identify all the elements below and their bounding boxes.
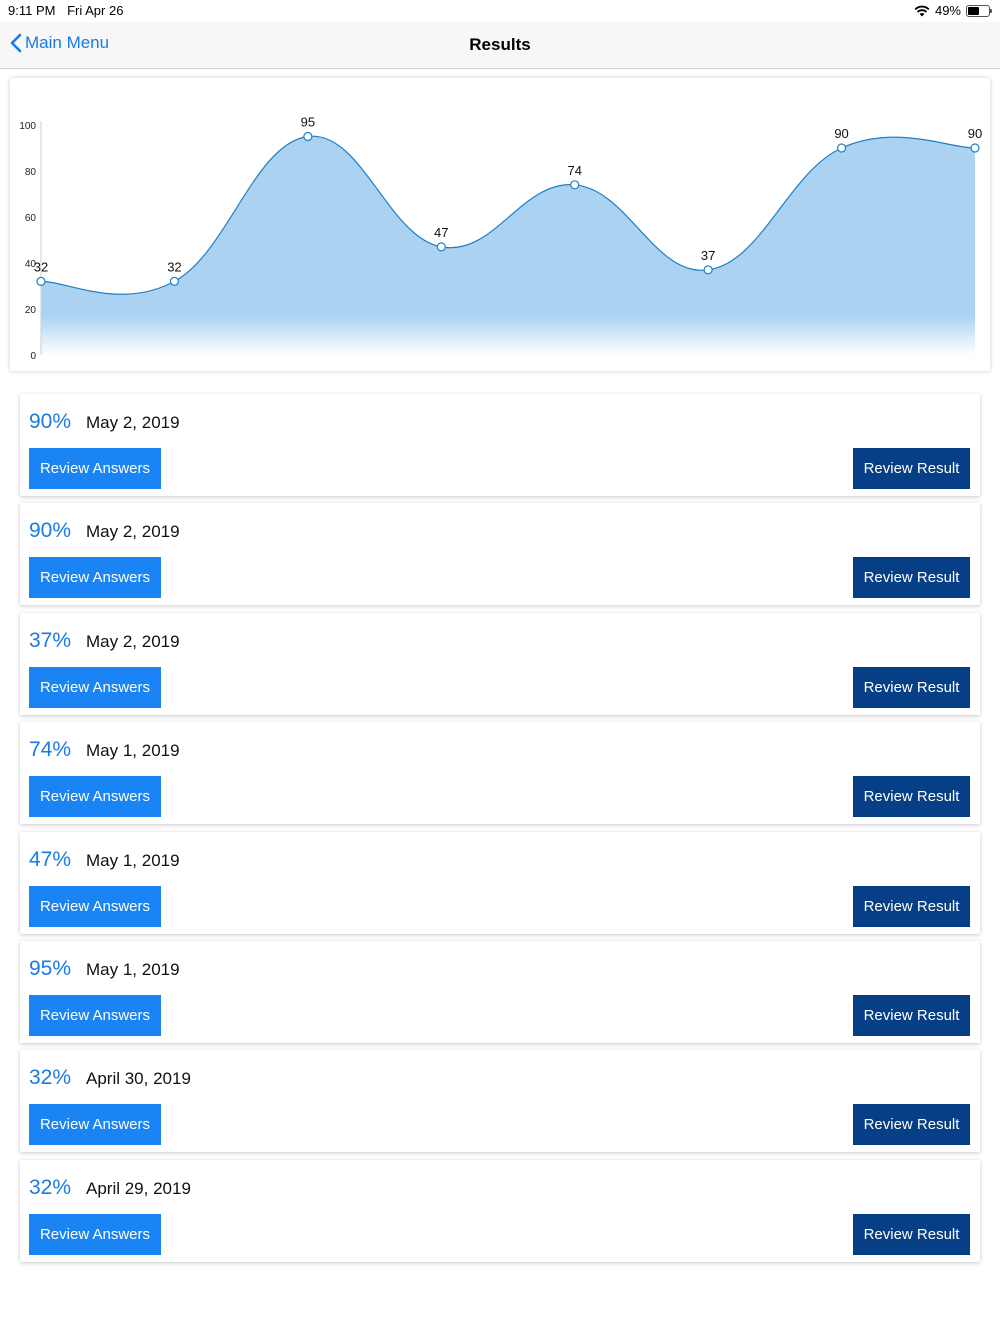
chart-area-fill bbox=[41, 136, 975, 355]
result-card: 47% May 1, 2019 Review Answers Review Resul… bbox=[20, 831, 980, 934]
data-label: 74 bbox=[567, 163, 581, 178]
back-button-label: Main Menu bbox=[25, 33, 110, 52]
result-score: 74% bbox=[29, 738, 72, 762]
result-card: 37% May 2, 2019 Review Answers Review Resul… bbox=[20, 612, 980, 715]
result-date: May 1, 2019 bbox=[86, 850, 180, 870]
data-label: 47 bbox=[434, 225, 448, 240]
result-score: 37% bbox=[29, 628, 72, 652]
wifi-icon bbox=[914, 5, 930, 16]
battery-icon bbox=[966, 4, 992, 17]
y-tick-label: 100 bbox=[19, 121, 36, 132]
status-right: 49% bbox=[914, 3, 992, 18]
review-answers-button[interactable]: Review Answers bbox=[29, 448, 161, 489]
result-score: 90% bbox=[29, 519, 72, 543]
result-card: 32% April 29, 2019 Review Answers Review Re… bbox=[20, 1159, 980, 1262]
data-point bbox=[703, 265, 713, 275]
back-button[interactable]: Main Menu bbox=[10, 33, 109, 53]
review-result-button[interactable]: Review Result bbox=[853, 666, 970, 708]
result-score: 95% bbox=[29, 957, 72, 980]
data-label: 95 bbox=[301, 115, 315, 130]
score-chart: 0 20 40 60 80 100 32 32 95 47 74 37 90 90 bbox=[10, 78, 990, 371]
review-result-button[interactable]: Review Result bbox=[853, 557, 970, 599]
review-result-button[interactable]: Review Result bbox=[853, 885, 970, 927]
result-date: May 1, 2019 bbox=[86, 741, 180, 761]
review-result-button[interactable]: Review Result bbox=[853, 995, 970, 1036]
data-point bbox=[36, 276, 46, 286]
review-result-button[interactable]: Review Result bbox=[853, 776, 970, 818]
navigation-bar: Main Menu Results bbox=[0, 22, 1000, 69]
review-result-button[interactable]: Review Result bbox=[853, 448, 970, 489]
battery-level bbox=[968, 6, 979, 15]
status-left: 9:11 PM Fri Apr 26 bbox=[8, 3, 131, 18]
result-date: May 2, 2019 bbox=[86, 631, 180, 651]
data-label: 90 bbox=[968, 126, 982, 141]
data-label: 32 bbox=[34, 259, 48, 274]
y-tick-label: 20 bbox=[25, 305, 37, 316]
chart-series-line bbox=[40, 135, 976, 295]
review-answers-button[interactable]: Review Answers bbox=[29, 666, 161, 708]
result-card: 95% May 1, 2019 Review Answers Review Resul… bbox=[20, 941, 980, 1043]
status-time: 9:11 PM bbox=[8, 3, 56, 18]
page-title: Results bbox=[469, 35, 531, 54]
data-point bbox=[836, 143, 847, 153]
battery-percent: 49% bbox=[934, 3, 961, 18]
result-card: 90% May 2, 2019 Review Answers Review Resul… bbox=[20, 503, 980, 606]
data-label: 90 bbox=[834, 126, 848, 141]
result-score: 47% bbox=[29, 847, 72, 871]
data-point bbox=[303, 131, 313, 142]
review-result-button[interactable]: Review Result bbox=[853, 1213, 970, 1255]
data-point bbox=[570, 180, 580, 190]
y-tick-label: 0 bbox=[30, 351, 36, 362]
y-tick-label: 80 bbox=[25, 167, 37, 178]
result-date: April 29, 2019 bbox=[86, 1178, 191, 1198]
chevron-left-icon bbox=[10, 33, 22, 53]
result-score: 90% bbox=[29, 410, 72, 433]
data-point bbox=[436, 242, 446, 252]
status-bar: 9:11 PM Fri Apr 26 49% bbox=[0, 0, 1000, 22]
score-chart-svg: 0 20 40 60 80 100 32 32 95 47 74 37 90 90 bbox=[19, 115, 982, 363]
y-tick-label: 40 bbox=[25, 259, 37, 270]
status-date: Fri Apr 26 bbox=[67, 3, 124, 18]
review-answers-button[interactable]: Review Answers bbox=[29, 885, 161, 927]
data-point bbox=[169, 276, 180, 286]
review-answers-button[interactable]: Review Answers bbox=[29, 557, 161, 599]
data-point bbox=[970, 143, 980, 153]
data-label: 37 bbox=[701, 248, 715, 263]
y-tick-label: 60 bbox=[25, 213, 37, 224]
result-date: May 1, 2019 bbox=[86, 960, 180, 979]
result-date: April 30, 2019 bbox=[86, 1069, 191, 1089]
result-date: May 2, 2019 bbox=[86, 522, 180, 542]
result-date: May 2, 2019 bbox=[86, 413, 180, 432]
review-answers-button[interactable]: Review Answers bbox=[29, 776, 161, 818]
result-score: 32% bbox=[29, 1175, 72, 1199]
result-card: 74% May 1, 2019 Review Answers Review Resul… bbox=[20, 722, 980, 825]
result-card: 32% April 30, 2019 Review Answers Review Re… bbox=[20, 1050, 980, 1153]
review-result-button[interactable]: Review Result bbox=[853, 1104, 970, 1146]
result-card: 90% May 2, 2019 Review Answers Review Resul… bbox=[20, 394, 980, 496]
result-score: 32% bbox=[29, 1066, 72, 1090]
review-answers-button[interactable]: Review Answers bbox=[29, 1213, 161, 1255]
review-answers-button[interactable]: Review Answers bbox=[29, 1104, 161, 1146]
data-label: 32 bbox=[167, 259, 181, 274]
review-answers-button[interactable]: Review Answers bbox=[29, 995, 161, 1036]
